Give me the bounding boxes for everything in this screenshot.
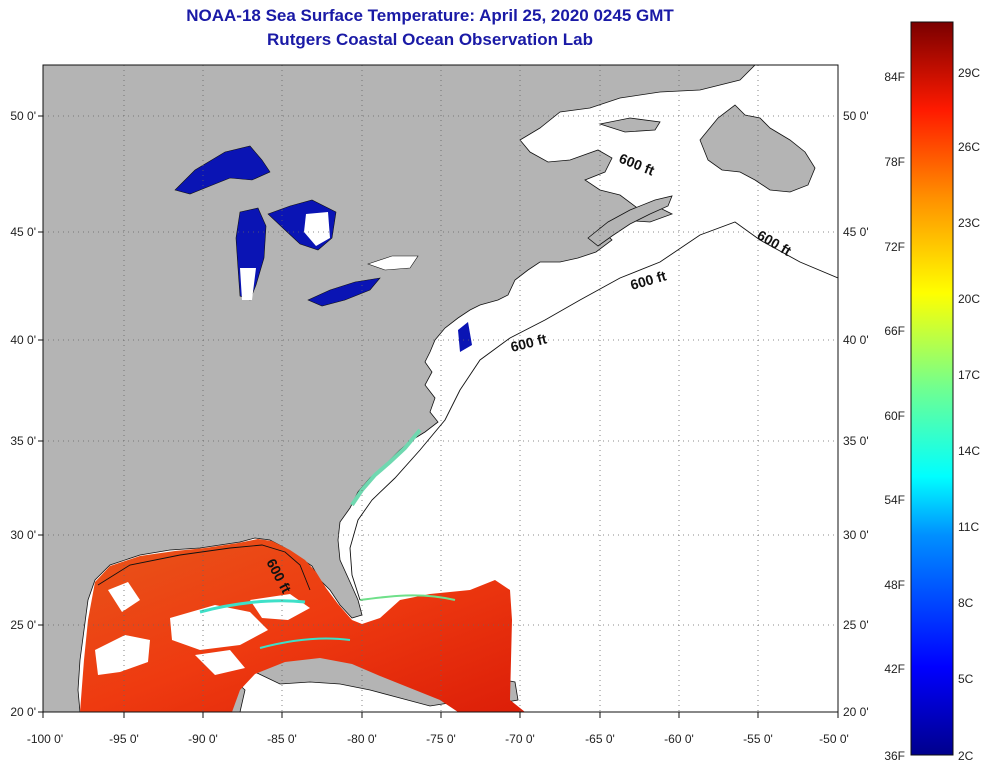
map-subtitle: Rutgers Coastal Ocean Observation Lab	[267, 30, 593, 49]
f-label: 54F	[884, 493, 905, 507]
lat-axis: 50 0' 45 0' 40 0' 35 0' 30 0' 25 0' 20 0…	[10, 109, 43, 719]
lon-label: -95 0'	[109, 732, 139, 746]
c-label: 29C	[958, 66, 980, 80]
colorbar-c-labels: 29C 26C 23C 20C 17C 14C 11C 8C 5C 2C	[958, 66, 980, 763]
c-label: 17C	[958, 368, 980, 382]
lon-label: -90 0'	[188, 732, 218, 746]
lon-label: -55 0'	[743, 732, 773, 746]
lat-label: 20 0'	[843, 705, 869, 719]
c-label: 26C	[958, 140, 980, 154]
lon-label: -50 0'	[819, 732, 849, 746]
lon-label: -85 0'	[267, 732, 297, 746]
lat-label: 50 0'	[843, 109, 869, 123]
lat-label: 45 0'	[10, 225, 36, 239]
lat-label: 45 0'	[843, 225, 869, 239]
cloud-gap	[95, 635, 150, 675]
lon-ticks	[42, 712, 839, 718]
lat-label: 50 0'	[10, 109, 36, 123]
cool-streak	[259, 637, 351, 649]
lon-label: -75 0'	[426, 732, 456, 746]
isobath-600ft	[97, 544, 311, 591]
f-label: 84F	[884, 70, 905, 84]
lat-label: 25 0'	[10, 618, 36, 632]
lon-label: -100 0'	[27, 732, 63, 746]
lat-label: 35 0'	[843, 434, 869, 448]
c-label: 8C	[958, 596, 974, 610]
f-label: 60F	[884, 409, 905, 423]
c-label: 11C	[958, 520, 979, 534]
newfoundland	[699, 104, 816, 193]
f-label: 78F	[884, 155, 905, 169]
lat-axis-right: 50 0' 45 0' 40 0' 35 0' 30 0' 25 0' 20 0…	[843, 109, 869, 719]
land-mass	[43, 65, 756, 712]
f-label: 36F	[884, 749, 905, 763]
colorbar-scale	[910, 21, 954, 756]
lat-label: 40 0'	[843, 333, 869, 347]
map-title: NOAA-18 Sea Surface Temperature: April 2…	[186, 6, 674, 25]
c-label: 23C	[958, 216, 980, 230]
lake-michigan-ice	[240, 268, 256, 300]
cool-streak	[199, 599, 306, 614]
f-label: 72F	[884, 240, 905, 254]
lake-superior	[174, 145, 271, 195]
cloud-gap	[108, 582, 140, 612]
colorbar-f-labels: 84F 78F 72F 66F 60F 54F 48F 42F 36F	[884, 70, 905, 763]
cloud-gap	[170, 605, 268, 650]
c-label: 5C	[958, 672, 974, 686]
chesapeake-bay	[458, 322, 472, 352]
lon-axis: -100 0' -95 0' -90 0' -85 0' -80 0' -75 …	[27, 732, 849, 746]
lon-label: -60 0'	[664, 732, 694, 746]
lat-label: 25 0'	[843, 618, 869, 632]
cool-streak	[359, 594, 456, 601]
f-label: 66F	[884, 324, 905, 338]
lake-ontario	[367, 255, 419, 271]
f-label: 42F	[884, 662, 905, 676]
gulf-sst	[80, 539, 525, 712]
lon-label: -65 0'	[585, 732, 615, 746]
coastal-sst	[350, 428, 422, 507]
lat-label: 20 0'	[10, 705, 36, 719]
lat-label: 40 0'	[10, 333, 36, 347]
lake-huron-ice	[304, 212, 330, 246]
c-label: 2C	[958, 749, 974, 763]
isobath-600ft	[349, 221, 838, 601]
anticosti-island	[598, 117, 661, 133]
lat-label: 30 0'	[843, 528, 869, 542]
lat-label: 35 0'	[10, 434, 36, 448]
c-label: 20C	[958, 292, 980, 306]
cloud-gap	[195, 650, 245, 675]
lon-label: -70 0'	[505, 732, 535, 746]
lat-label: 30 0'	[10, 528, 36, 542]
lon-label: -80 0'	[347, 732, 377, 746]
nova-scotia	[587, 195, 673, 247]
f-label: 48F	[884, 578, 905, 592]
c-label: 14C	[958, 444, 980, 458]
